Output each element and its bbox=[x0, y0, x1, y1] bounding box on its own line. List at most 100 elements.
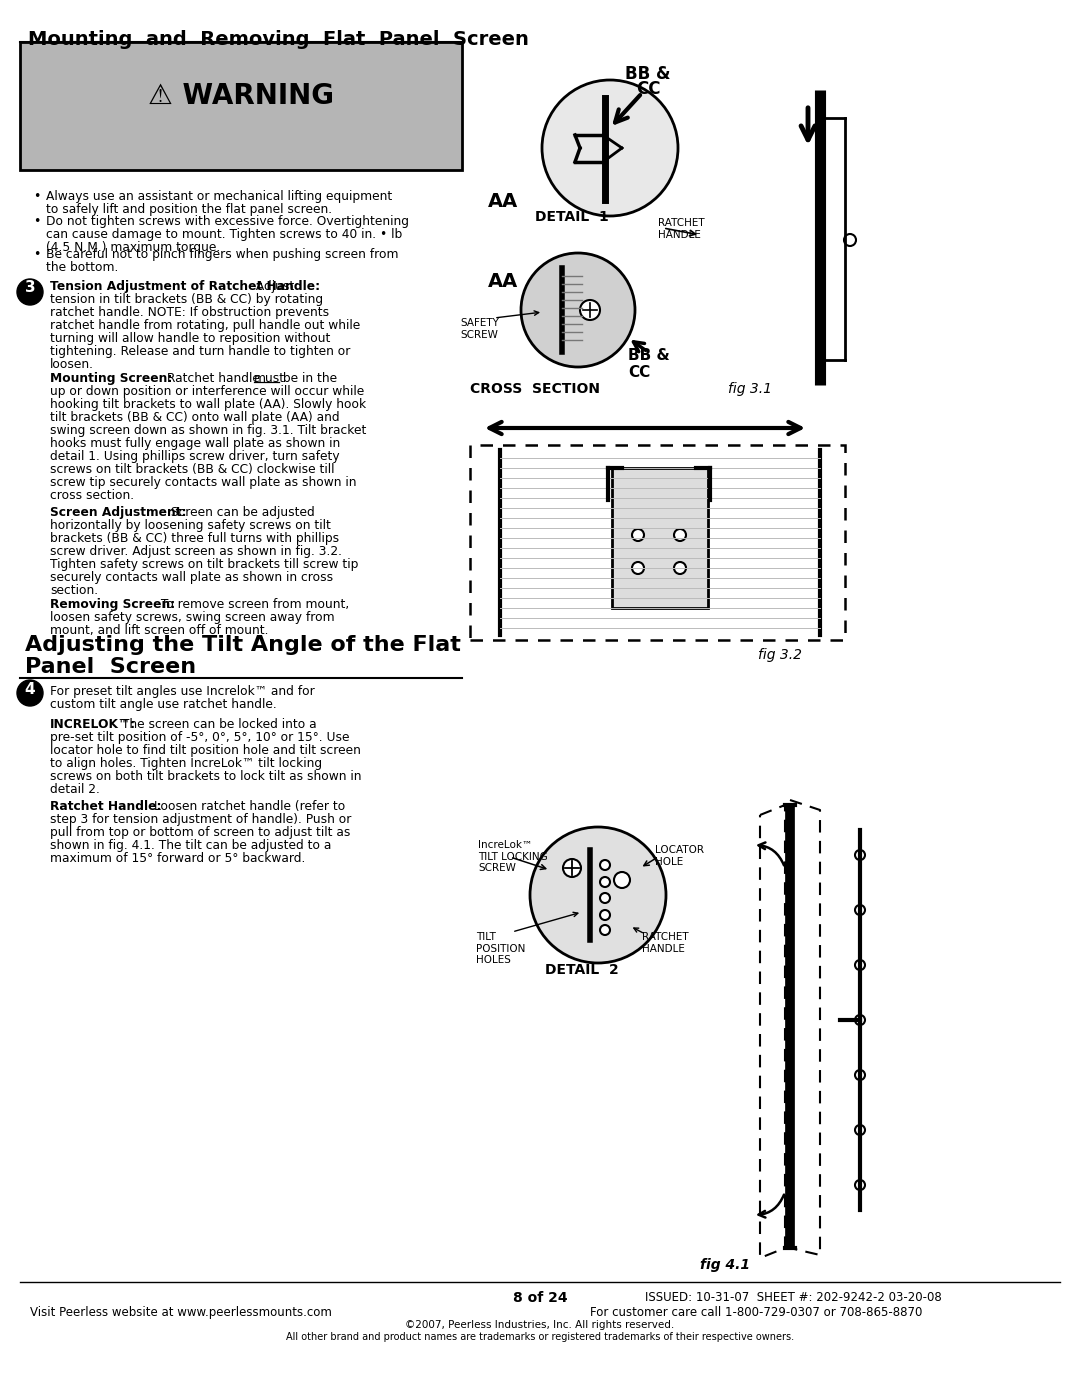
Text: Visit Peerless website at www.peerlessmounts.com: Visit Peerless website at www.peerlessmo… bbox=[30, 1306, 332, 1319]
Circle shape bbox=[600, 909, 610, 921]
Text: can cause damage to mount. Tighten screws to 40 in. • lb: can cause damage to mount. Tighten screw… bbox=[46, 228, 402, 242]
Text: turning will allow handle to reposition without: turning will allow handle to reposition … bbox=[50, 332, 330, 345]
Text: screw driver. Adjust screen as shown in fig. 3.2.: screw driver. Adjust screen as shown in … bbox=[50, 545, 342, 557]
Text: up or down position or interference will occur while: up or down position or interference will… bbox=[50, 386, 364, 398]
Text: screws on tilt brackets (BB & CC) clockwise till: screws on tilt brackets (BB & CC) clockw… bbox=[50, 462, 335, 476]
Circle shape bbox=[17, 680, 43, 705]
Text: Mounting Screen:: Mounting Screen: bbox=[50, 372, 173, 386]
Circle shape bbox=[600, 925, 610, 935]
Text: Adjust: Adjust bbox=[252, 279, 294, 293]
Circle shape bbox=[855, 1180, 865, 1190]
Text: Loosen ratchet handle (refer to: Loosen ratchet handle (refer to bbox=[150, 800, 346, 813]
Circle shape bbox=[632, 529, 644, 541]
Text: securely contacts wall plate as shown in cross: securely contacts wall plate as shown in… bbox=[50, 571, 333, 584]
Text: detail 2.: detail 2. bbox=[50, 782, 99, 796]
Text: •: • bbox=[33, 215, 40, 228]
Text: custom tilt angle use ratchet handle.: custom tilt angle use ratchet handle. bbox=[50, 698, 276, 711]
Text: be in the: be in the bbox=[279, 372, 337, 386]
Text: DETAIL  2: DETAIL 2 bbox=[545, 963, 619, 977]
Text: ratchet handle. NOTE: If obstruction prevents: ratchet handle. NOTE: If obstruction pre… bbox=[50, 306, 329, 319]
Circle shape bbox=[521, 253, 635, 367]
Circle shape bbox=[563, 859, 581, 877]
Text: tightening. Release and turn handle to tighten or: tightening. Release and turn handle to t… bbox=[50, 345, 350, 358]
Text: tension in tilt brackets (BB & CC) by rotating: tension in tilt brackets (BB & CC) by ro… bbox=[50, 293, 323, 306]
Text: horizontally by loosening safety screws on tilt: horizontally by loosening safety screws … bbox=[50, 520, 330, 532]
Text: LOCATOR
HOLE: LOCATOR HOLE bbox=[654, 845, 704, 866]
Text: shown in fig. 4.1. The tilt can be adjusted to a: shown in fig. 4.1. The tilt can be adjus… bbox=[50, 840, 332, 852]
Circle shape bbox=[855, 1125, 865, 1134]
Text: BB &
CC: BB & CC bbox=[627, 348, 670, 380]
Text: CROSS  SECTION: CROSS SECTION bbox=[470, 381, 600, 395]
Text: SAFETY
SCREW: SAFETY SCREW bbox=[460, 319, 499, 339]
Text: 3: 3 bbox=[25, 281, 36, 296]
Text: AA: AA bbox=[488, 191, 518, 211]
Text: RATCHET
HANDLE: RATCHET HANDLE bbox=[642, 932, 689, 954]
Circle shape bbox=[17, 279, 43, 305]
Text: ©2007, Peerless Industries, Inc. All rights reserved.: ©2007, Peerless Industries, Inc. All rig… bbox=[405, 1320, 675, 1330]
Circle shape bbox=[615, 872, 630, 888]
Text: Ratchet handle: Ratchet handle bbox=[163, 372, 264, 386]
Text: Tension Adjustment of Ratchet Handle:: Tension Adjustment of Ratchet Handle: bbox=[50, 279, 320, 293]
Text: step 3 for tension adjustment of handle). Push or: step 3 for tension adjustment of handle)… bbox=[50, 813, 351, 826]
Text: RATCHET
HANDLE: RATCHET HANDLE bbox=[658, 218, 704, 240]
Circle shape bbox=[855, 1070, 865, 1080]
Circle shape bbox=[674, 562, 686, 574]
Text: ISSUED: 10-31-07  SHEET #: 202-9242-2 03-20-08: ISSUED: 10-31-07 SHEET #: 202-9242-2 03-… bbox=[645, 1291, 942, 1303]
Text: ⚠ WARNING: ⚠ WARNING bbox=[148, 82, 334, 110]
Text: 8 of 24: 8 of 24 bbox=[513, 1291, 567, 1305]
Text: cross section.: cross section. bbox=[50, 489, 134, 502]
Text: •: • bbox=[33, 249, 40, 261]
Text: •: • bbox=[33, 190, 40, 203]
Text: Ratchet Handle:: Ratchet Handle: bbox=[50, 800, 162, 813]
Circle shape bbox=[855, 905, 865, 915]
Text: to safely lift and position the flat panel screen.: to safely lift and position the flat pan… bbox=[46, 203, 333, 217]
Text: swing screen down as shown in fig. 3.1. Tilt bracket: swing screen down as shown in fig. 3.1. … bbox=[50, 425, 366, 437]
Text: INCRELOK™:: INCRELOK™: bbox=[50, 718, 136, 731]
Text: tilt brackets (BB & CC) onto wall plate (AA) and: tilt brackets (BB & CC) onto wall plate … bbox=[50, 411, 339, 425]
Circle shape bbox=[674, 529, 686, 541]
Circle shape bbox=[530, 827, 666, 963]
Text: BB &: BB & bbox=[625, 66, 671, 82]
Text: pre-set tilt position of -5°, 0°, 5°, 10° or 15°. Use: pre-set tilt position of -5°, 0°, 5°, 10… bbox=[50, 731, 350, 745]
Text: IncreLok™
TILT LOCKING
SCREW: IncreLok™ TILT LOCKING SCREW bbox=[478, 840, 548, 873]
Circle shape bbox=[600, 877, 610, 887]
Text: screws on both tilt brackets to lock tilt as shown in: screws on both tilt brackets to lock til… bbox=[50, 770, 362, 782]
Text: Screen can be adjusted: Screen can be adjusted bbox=[167, 506, 314, 520]
Text: hooks must fully engage wall plate as shown in: hooks must fully engage wall plate as sh… bbox=[50, 437, 340, 450]
Text: fig 4.1: fig 4.1 bbox=[700, 1259, 750, 1273]
Text: (4.5 N.M.) maximum torque.: (4.5 N.M.) maximum torque. bbox=[46, 242, 220, 254]
Text: screw tip securely contacts wall plate as shown in: screw tip securely contacts wall plate a… bbox=[50, 476, 356, 489]
Text: to align holes. Tighten IncreLok™ tilt locking: to align holes. Tighten IncreLok™ tilt l… bbox=[50, 757, 322, 770]
Text: loosen safety screws, swing screen away from: loosen safety screws, swing screen away … bbox=[50, 610, 335, 624]
Circle shape bbox=[542, 80, 678, 217]
Text: brackets (BB & CC) three full turns with phillips: brackets (BB & CC) three full turns with… bbox=[50, 532, 339, 545]
Circle shape bbox=[600, 861, 610, 870]
Bar bbox=[21, 42, 462, 170]
FancyBboxPatch shape bbox=[470, 446, 845, 640]
Text: section.: section. bbox=[50, 584, 98, 597]
Text: pull from top or bottom of screen to adjust tilt as: pull from top or bottom of screen to adj… bbox=[50, 826, 350, 840]
Text: mount, and lift screen off of mount.: mount, and lift screen off of mount. bbox=[50, 624, 269, 637]
Text: For preset tilt angles use Increlok™ and for: For preset tilt angles use Increlok™ and… bbox=[50, 685, 314, 698]
Circle shape bbox=[580, 300, 600, 320]
Text: All other brand and product names are trademarks or registered trademarks of the: All other brand and product names are tr… bbox=[286, 1331, 794, 1343]
Circle shape bbox=[632, 562, 644, 574]
Text: loosen.: loosen. bbox=[50, 358, 94, 372]
Text: Do not tighten screws with excessive force. Overtightening: Do not tighten screws with excessive for… bbox=[46, 215, 409, 228]
Text: ratchet handle from rotating, pull handle out while: ratchet handle from rotating, pull handl… bbox=[50, 319, 361, 332]
Text: fig 3.2: fig 3.2 bbox=[758, 648, 802, 662]
Circle shape bbox=[600, 893, 610, 902]
Text: AA: AA bbox=[488, 272, 518, 291]
Text: hooking tilt brackets to wall plate (AA). Slowly hook: hooking tilt brackets to wall plate (AA)… bbox=[50, 398, 366, 411]
Text: To remove screen from mount,: To remove screen from mount, bbox=[157, 598, 349, 610]
Text: detail 1. Using phillips screw driver, turn safety: detail 1. Using phillips screw driver, t… bbox=[50, 450, 339, 462]
Circle shape bbox=[855, 1016, 865, 1025]
Circle shape bbox=[855, 849, 865, 861]
Text: Always use an assistant or mechanical lifting equipment: Always use an assistant or mechanical li… bbox=[46, 190, 392, 203]
Text: Mounting  and  Removing  Flat  Panel  Screen: Mounting and Removing Flat Panel Screen bbox=[28, 29, 529, 49]
Text: DETAIL  1: DETAIL 1 bbox=[535, 210, 609, 224]
Text: Removing Screen:: Removing Screen: bbox=[50, 598, 175, 610]
Text: fig 3.1: fig 3.1 bbox=[728, 381, 772, 395]
Text: maximum of 15° forward or 5° backward.: maximum of 15° forward or 5° backward. bbox=[50, 852, 306, 865]
Text: CC: CC bbox=[636, 80, 660, 98]
